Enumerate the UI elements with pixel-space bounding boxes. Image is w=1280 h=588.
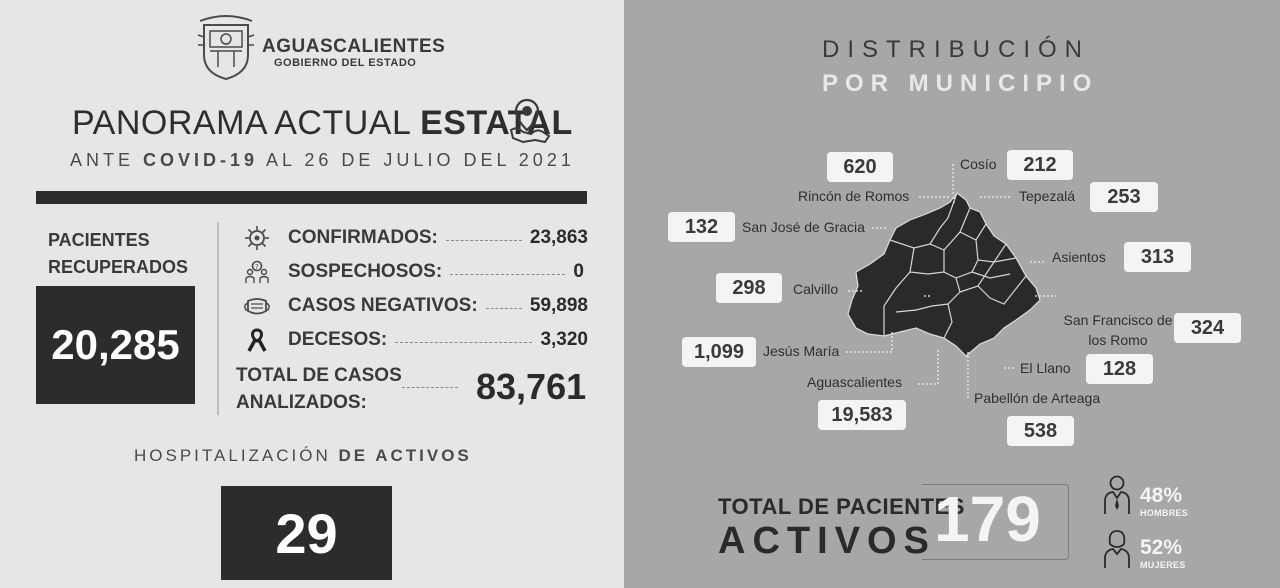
men-percentage: 48%	[1140, 484, 1183, 507]
dash-leader	[485, 307, 522, 309]
municipality-value-aguascalientes: 19,583	[818, 400, 906, 430]
right-panel: DISTRIBUCIÓN POR MUNICIPIO	[624, 0, 1280, 588]
municipality-name-aguascalientes: Aguascalientes	[807, 374, 902, 390]
coat-of-arms-logo	[196, 15, 256, 81]
municipality-value-rincon: 620	[827, 152, 893, 182]
stat-label: CONFIRMADOS:	[288, 227, 438, 248]
stat-row-deaths: DECESOS: 3,320	[242, 327, 588, 353]
dash-leader	[445, 239, 522, 241]
municipality-value-sanfrancisco: 324	[1174, 313, 1241, 343]
men-label: HOMBRES	[1140, 508, 1189, 518]
municipality-value-asientos: 313	[1124, 242, 1191, 272]
vertical-divider	[217, 222, 219, 415]
recovered-value: 20,285	[36, 286, 195, 404]
brand-subtitle: GOBIERNO DEL ESTADO	[274, 57, 417, 69]
suspect-icon: ?	[242, 259, 272, 285]
municipality-name-jesusmaria: Jesús María	[763, 343, 840, 359]
dash-leader	[402, 387, 458, 388]
active-value: 179	[934, 483, 1041, 555]
municipality-name-sanfrancisco: San Francisco de los Romo	[1063, 312, 1173, 348]
women-label: MUJERES	[1140, 560, 1186, 570]
divider-bar	[36, 191, 587, 204]
stat-value: 0	[573, 261, 584, 282]
municipality-name-sanjose: San José de Gracia	[742, 219, 865, 235]
total-analyzed-label: TOTAL DE CASOS ANALIZADOS:	[236, 365, 402, 413]
stat-label: SOSPECHOSOS:	[288, 261, 443, 282]
municipality-name-elllano: El Llano	[1020, 360, 1071, 376]
municipality-value-sanjose: 132	[668, 212, 735, 242]
brand-name: AGUASCALIENTES	[262, 36, 446, 57]
stat-value: 23,863	[529, 227, 588, 248]
dash-leader	[395, 341, 533, 343]
mask-icon	[242, 293, 272, 319]
active-label-line2: ACTIVOS	[718, 520, 936, 562]
municipality-name-rincon: Rincón de Romos	[798, 188, 910, 204]
page-subtitle: ANTE COVID-19 AL 26 DE JULIO DEL 2021	[70, 150, 575, 170]
dash-leader	[450, 273, 566, 275]
municipality-value-elllano: 128	[1086, 354, 1153, 384]
municipality-name-tepezala: Tepezalá	[1019, 188, 1076, 204]
stat-value: 3,320	[540, 329, 588, 350]
active-value-frame	[922, 484, 1069, 560]
total-analyzed-value: 83,761	[476, 366, 587, 407]
location-pin-icon	[505, 96, 555, 146]
municipality-value-pabellon: 538	[1007, 416, 1074, 446]
active-label-line1: TOTAL DE PACIENTES	[718, 494, 965, 519]
municipality-value-calvillo: 298	[716, 273, 782, 303]
distribution-subtitle: POR MUNICIPIO	[822, 70, 1099, 97]
woman-icon	[1104, 530, 1130, 568]
stat-label: DECESOS:	[288, 329, 388, 350]
ribbon-icon	[242, 327, 272, 353]
page-title: PANORAMA ACTUAL ESTATAL	[72, 104, 573, 142]
leader-lines	[846, 164, 1056, 398]
municipality-value-tepezala: 253	[1090, 182, 1158, 212]
stat-row-confirmed: CONFIRMADOS: 23,863	[242, 225, 588, 251]
municipality-name-cosio: Cosío	[960, 156, 997, 172]
municipality-name-asientos: Asientos	[1052, 249, 1106, 265]
svg-text:?: ?	[255, 263, 259, 271]
hospital-value: 29	[221, 486, 392, 580]
stat-label: CASOS NEGATIVOS:	[288, 295, 478, 316]
stat-value: 59,898	[529, 295, 588, 316]
municipality-name-calvillo: Calvillo	[793, 281, 839, 297]
women-percentage: 52%	[1140, 536, 1183, 559]
recovered-label: PACIENTES RECUPERADOS	[48, 230, 189, 277]
left-panel: AGUASCALIENTES GOBIERNO DEL ESTADO PANOR…	[0, 0, 624, 588]
municipality-value-jesusmaria: 1,099	[682, 337, 756, 367]
virus-icon	[242, 225, 272, 251]
state-map	[847, 192, 1041, 357]
hospital-label: HOSPITALIZACIÓN DE ACTIVOS	[134, 446, 472, 465]
distribution-title: DISTRIBUCIÓN	[822, 36, 1091, 63]
stat-row-negative: CASOS NEGATIVOS: 59,898	[242, 293, 588, 319]
man-icon	[1104, 475, 1130, 514]
municipality-value-cosio: 212	[1007, 150, 1073, 180]
municipality-name-pabellon: Pabellón de Arteaga	[974, 390, 1101, 406]
stat-row-suspected: ? SOSPECHOSOS: 0	[242, 259, 588, 285]
